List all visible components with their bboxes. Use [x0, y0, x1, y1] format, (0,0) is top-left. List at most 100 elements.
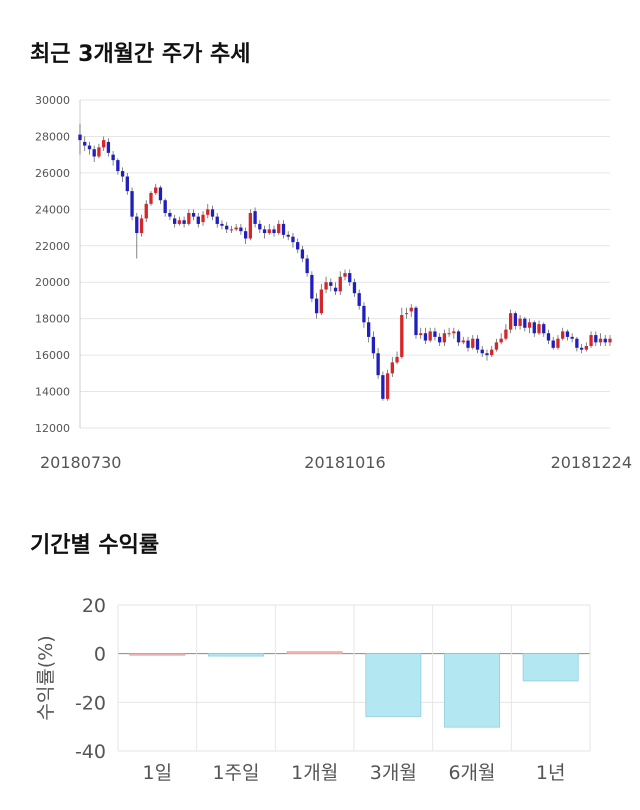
price-candle: [419, 327, 423, 339]
price-y-tick-label: 12000: [35, 422, 70, 435]
price-candle: [428, 327, 432, 343]
returns-x-tick-label: 6개월: [448, 762, 495, 784]
price-candle: [144, 200, 148, 223]
price-candle: [191, 209, 196, 221]
returns-bar: [208, 653, 264, 657]
price-candle: [243, 227, 248, 244]
returns-x-tick-label: 1주일: [212, 762, 259, 784]
price-candle: [404, 307, 409, 319]
returns-bar: [286, 651, 343, 655]
price-y-tick-label: 16000: [35, 349, 70, 362]
price-candle: [390, 356, 394, 377]
returns-x-tick-label: 1개월: [291, 762, 338, 784]
price-candle: [367, 316, 371, 343]
price-candle: [504, 324, 508, 341]
price-candle: [215, 212, 219, 228]
price-candle: [149, 191, 153, 206]
price-candle: [291, 233, 295, 248]
price-candle: [177, 216, 182, 226]
price-candle: [442, 329, 447, 346]
price-candle: [196, 212, 200, 228]
returns-y-tick-label: 20: [82, 595, 106, 617]
price-candle: [319, 284, 323, 316]
price-candle: [381, 371, 385, 401]
price-candle: [466, 336, 470, 352]
price-candle: [447, 327, 451, 337]
price-candle: [579, 344, 584, 354]
price-candle: [262, 225, 267, 239]
returns-bar: [444, 653, 500, 728]
price-candle: [475, 335, 480, 354]
price-candle: [286, 231, 290, 241]
price-candle: [518, 315, 522, 330]
price-candle: [584, 342, 588, 352]
price-candle: [97, 143, 101, 159]
price-candle: [471, 335, 475, 350]
price-y-tick-label: 14000: [35, 386, 70, 399]
price-candle: [409, 304, 413, 317]
price-candle: [120, 167, 125, 182]
price-candle: [480, 346, 484, 357]
price-candle: [494, 338, 499, 352]
price-y-tick-label: 22000: [35, 240, 70, 253]
price-candle: [314, 293, 319, 319]
price-candle: [220, 220, 224, 230]
price-candle: [338, 271, 342, 295]
price-candle: [206, 203, 210, 219]
price-candle: [598, 333, 603, 346]
price-candle: [324, 276, 328, 294]
price-chart-title: 최근 3개월간 주가 추세: [30, 42, 251, 67]
price-candle: [333, 282, 338, 295]
price-candle: [92, 145, 96, 162]
price-candle: [452, 327, 456, 339]
price-candle: [229, 225, 234, 234]
price-x-tick-label: 20180730: [40, 453, 121, 472]
price-candle: [239, 223, 243, 235]
price-candle: [296, 238, 300, 254]
returns-y-tick-label: -40: [75, 741, 106, 763]
price-candle: [433, 327, 437, 341]
price-candle: [461, 336, 465, 345]
price-candlestick-chart: 12000 14000 16000 18000 20000 22000 24000 26000…: [35, 94, 632, 472]
price-candle: [106, 138, 111, 157]
price-candle: [376, 347, 380, 379]
returns-y-tick-label: -20: [75, 692, 106, 714]
price-candle: [182, 216, 186, 228]
price-candle: [168, 209, 172, 221]
price-candle: [281, 220, 286, 239]
price-candle: [556, 335, 560, 350]
price-candle: [135, 212, 139, 259]
price-candle: [305, 254, 309, 277]
price-candle: [277, 220, 281, 235]
price-candle: [87, 141, 92, 155]
price-candle: [83, 136, 87, 152]
price-candle: [499, 333, 503, 345]
returns-bar: [365, 653, 422, 717]
price-candle: [371, 331, 376, 359]
price-candle: [532, 320, 536, 337]
price-x-tick-label: 20181016: [304, 453, 385, 472]
price-candle: [603, 335, 607, 346]
returns-y-axis-label: 수익률(%): [35, 635, 57, 720]
price-candle: [158, 185, 163, 204]
price-candle: [253, 207, 257, 228]
price-candle: [456, 329, 461, 346]
price-y-tick-label: 28000: [35, 130, 70, 143]
price-y-tick-label: 18000: [35, 313, 70, 326]
price-candle: [272, 225, 276, 237]
price-candle: [523, 316, 527, 332]
price-candle: [357, 289, 361, 310]
price-candle: [248, 209, 253, 241]
price-candle: [589, 331, 593, 348]
price-candle: [172, 214, 177, 228]
price-candle: [258, 220, 262, 234]
returns-bar: [522, 653, 579, 682]
price-candle: [125, 172, 129, 195]
returns-x-tick-label: 1년: [536, 762, 566, 784]
price-candle: [508, 309, 513, 334]
returns-x-tick-label: 3개월: [370, 762, 417, 784]
price-candle: [130, 187, 134, 221]
price-candle: [400, 307, 404, 359]
price-candle: [300, 245, 305, 263]
